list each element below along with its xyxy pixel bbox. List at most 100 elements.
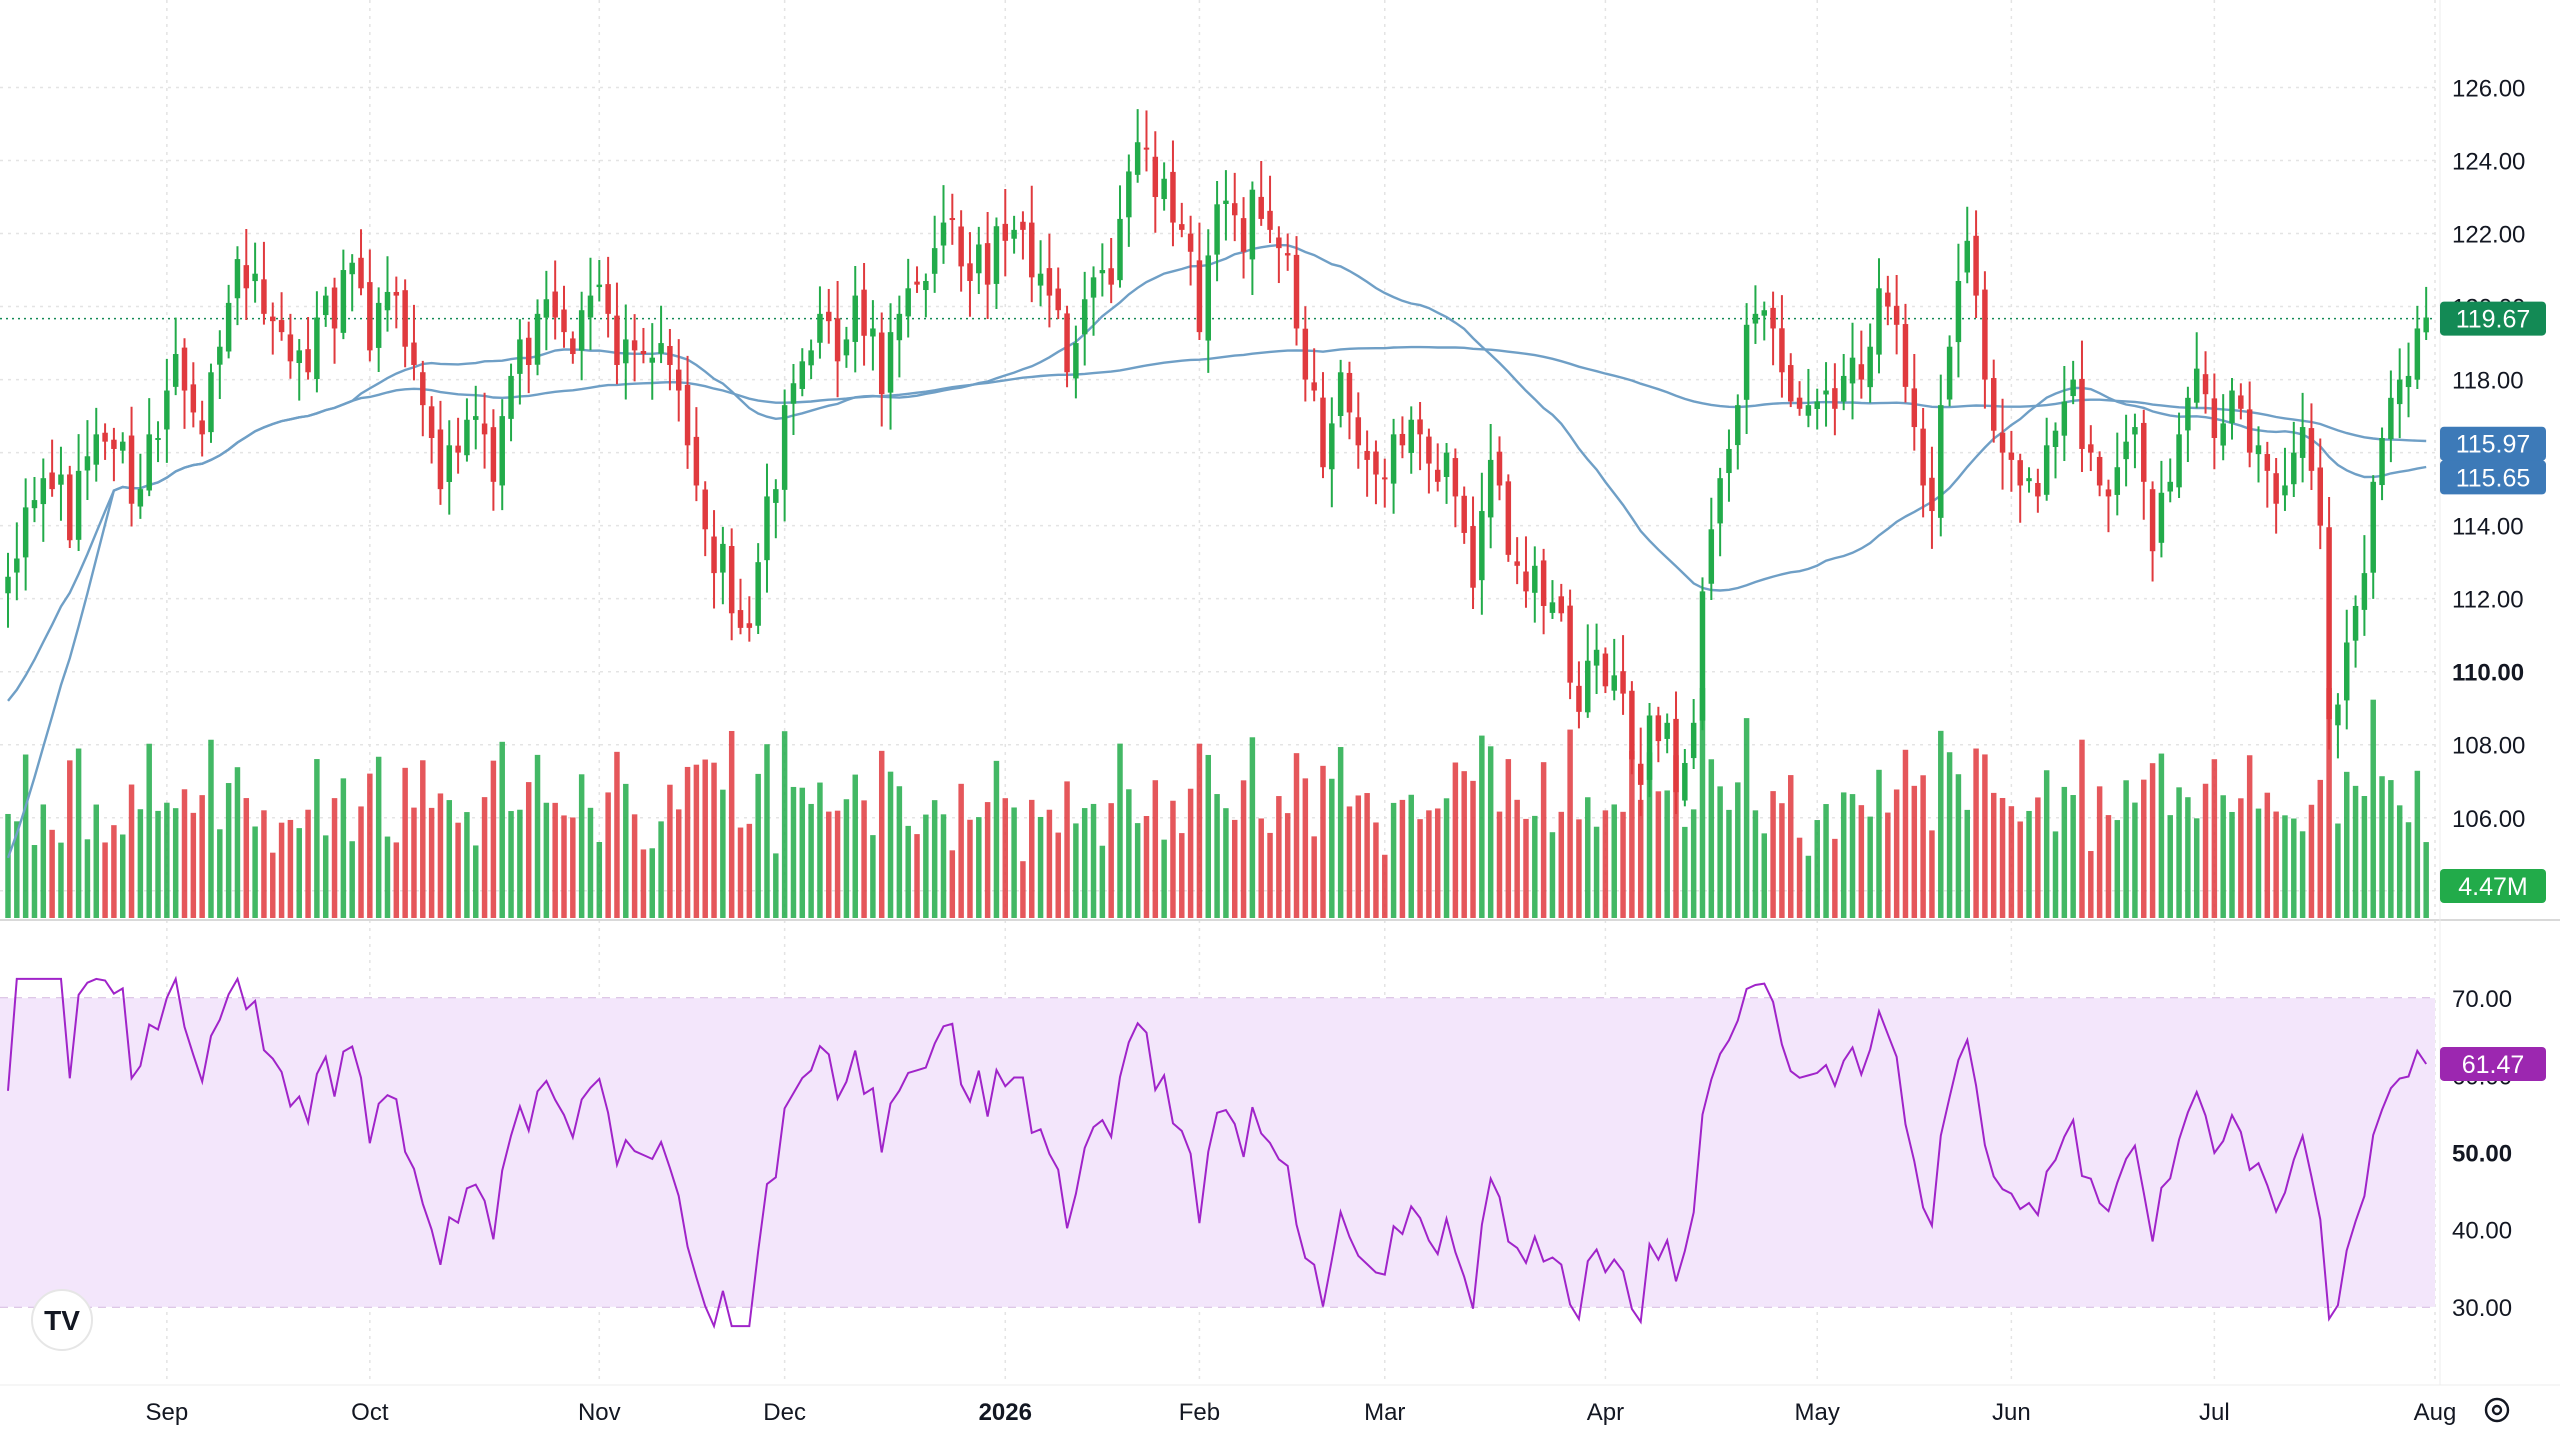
candle-body xyxy=(878,332,885,395)
candle-body xyxy=(1902,324,1909,387)
candle-body xyxy=(870,328,876,337)
candle-body xyxy=(1990,378,1997,431)
candle-body xyxy=(402,290,408,347)
volume-bar xyxy=(1117,743,1123,918)
tradingview-logo[interactable]: TV xyxy=(31,1289,93,1351)
volume-bar xyxy=(1011,807,1017,918)
volume-bar xyxy=(1364,793,1370,918)
volume-bar xyxy=(1240,780,1247,918)
gear-icon-hub xyxy=(2491,1404,2503,1416)
candle-body xyxy=(340,270,347,333)
candle-body xyxy=(2008,452,2015,460)
candle-body xyxy=(1982,289,1988,380)
candle-body xyxy=(658,343,664,354)
logo-text: TV xyxy=(44,1305,80,1336)
volume-bar xyxy=(402,767,408,918)
candle-body xyxy=(1858,364,1865,380)
candle-body xyxy=(1893,305,1900,325)
volume-bar xyxy=(1452,762,1459,918)
time-axis-label: Jun xyxy=(1992,1399,2031,1426)
candle-body xyxy=(75,470,82,540)
volume-bar xyxy=(1187,788,1194,918)
volume-bar xyxy=(728,730,735,918)
candle-body xyxy=(2141,422,2147,482)
ma-long-tag-text: 115.65 xyxy=(2456,464,2531,492)
candle-body xyxy=(1929,477,1935,512)
candle-body xyxy=(2176,434,2182,488)
volume-bar xyxy=(887,771,894,918)
candle-body xyxy=(1258,196,1264,219)
volume-bar xyxy=(755,773,761,918)
candle-body xyxy=(623,339,629,364)
candle-body xyxy=(2185,397,2191,431)
volume-bar xyxy=(2370,699,2376,918)
volume-bar xyxy=(1496,811,1503,918)
candle-body xyxy=(1461,495,1467,533)
volume-bar xyxy=(5,813,11,918)
volume-bar xyxy=(1223,808,1229,918)
candle-body xyxy=(2229,390,2235,424)
volume-bar xyxy=(1646,752,1653,918)
candle-body xyxy=(1073,343,1079,379)
candle-body xyxy=(2052,430,2059,448)
candle-body xyxy=(764,496,770,561)
volume-bar xyxy=(1249,737,1256,918)
volume-bar xyxy=(552,802,558,918)
volume-bar xyxy=(870,835,876,918)
candle-body xyxy=(1214,204,1220,255)
volume-bar xyxy=(164,802,170,918)
candle-body xyxy=(2291,452,2297,485)
candle-body xyxy=(543,299,550,318)
volume-bar xyxy=(181,789,188,918)
volume-bar xyxy=(1064,781,1070,918)
volume-bar xyxy=(1134,823,1141,918)
volume-bar xyxy=(2070,795,2076,918)
volume-bar xyxy=(1320,765,1326,918)
volume-bar xyxy=(2246,755,2253,918)
volume-bar xyxy=(614,751,620,918)
volume-bar xyxy=(322,835,329,918)
candle-body xyxy=(923,280,929,291)
time-axis-label: May xyxy=(1795,1399,1840,1426)
price-tick-label: 110.00 xyxy=(2452,660,2524,687)
ma-long-line xyxy=(6,345,2427,859)
volume-bar xyxy=(861,800,867,918)
gear-icon[interactable] xyxy=(2484,1397,2510,1423)
candle-body xyxy=(2326,527,2332,720)
volume-bar xyxy=(1426,810,1432,918)
ma-short-tag: 115.97 xyxy=(2440,426,2546,461)
volume-bar xyxy=(1143,816,1150,918)
volume-bar xyxy=(22,754,29,918)
candle-body xyxy=(1532,565,1538,593)
candle-body xyxy=(1187,233,1194,252)
volume-bar xyxy=(1620,811,1626,918)
volume-bar xyxy=(781,731,788,918)
candle-body xyxy=(2202,374,2209,395)
candle-body xyxy=(993,226,1000,284)
candle-body xyxy=(958,226,964,267)
volume-bar xyxy=(543,802,550,918)
candle-body xyxy=(1805,405,1812,416)
volume-bar xyxy=(993,760,1000,918)
volume-bar xyxy=(525,782,532,918)
volume-bar xyxy=(640,849,647,918)
candle-body xyxy=(1276,237,1282,249)
volume-bar xyxy=(411,807,417,918)
volume-bar xyxy=(1752,810,1759,918)
volume-bar xyxy=(102,842,108,918)
volume-bar xyxy=(1699,688,1706,918)
time-axis-label: Feb xyxy=(1179,1399,1220,1426)
volume-bar xyxy=(658,821,664,918)
time-axis-label: Apr xyxy=(1587,1399,1624,1426)
candle-body xyxy=(208,372,214,433)
candle-body xyxy=(2255,445,2262,455)
candle-body xyxy=(1293,254,1300,329)
volume-bar xyxy=(358,806,364,918)
volume-bar xyxy=(2176,787,2182,918)
candle-body xyxy=(2096,456,2103,486)
volume-bar xyxy=(1629,750,1635,918)
volume-bar xyxy=(2414,770,2421,918)
volume-bar xyxy=(128,784,135,918)
